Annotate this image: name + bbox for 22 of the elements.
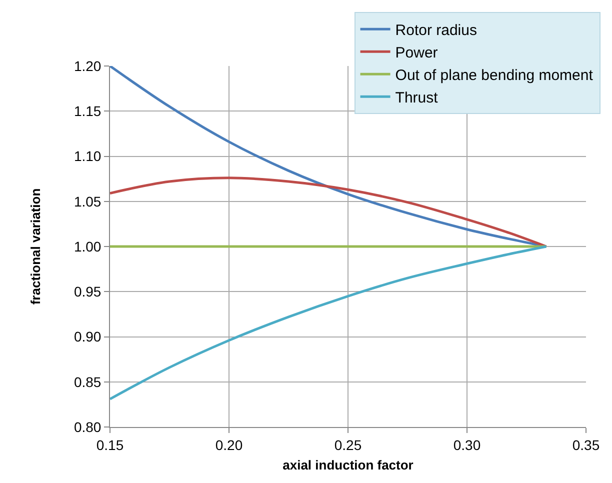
y-tick-label: 1.15 — [74, 103, 102, 120]
y-tick-label: 0.80 — [74, 418, 102, 435]
line-series — [110, 176, 548, 248]
y-tick-label: 0.95 — [74, 284, 102, 300]
x-axis-title: axial induction factor — [282, 457, 414, 472]
y-tick-label: 0.85 — [74, 374, 102, 390]
line-series — [110, 245, 548, 400]
y-axis-title: fractional variation — [28, 188, 43, 305]
y-tick-label: 1.00 — [74, 238, 102, 254]
legend-label: Power — [395, 44, 438, 62]
y-tick-label: 1.20 — [74, 58, 102, 74]
x-tick-label: 0.25 — [334, 436, 362, 453]
legend-label: Out of plane bending moment — [395, 66, 594, 84]
x-tick-label: 0.35 — [572, 436, 600, 453]
y-tick-label: 0.90 — [74, 328, 102, 345]
x-tick-label: 0.20 — [215, 436, 243, 453]
x-tick-label: 0.15 — [96, 436, 124, 453]
x-tick-label: 0.30 — [453, 436, 481, 453]
y-tick-label: 1.10 — [74, 148, 102, 164]
y-tick-label: 1.05 — [74, 193, 102, 210]
legend-label: Thrust — [395, 89, 439, 106]
legend-label: Rotor radius — [395, 22, 477, 39]
